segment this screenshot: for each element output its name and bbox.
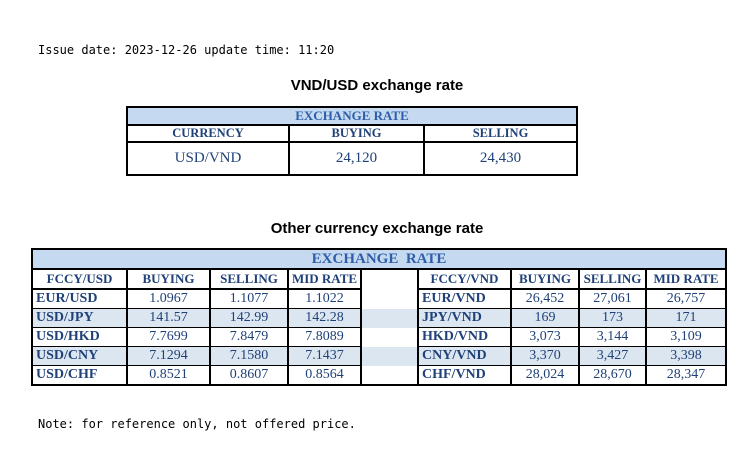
table-row: USD/HKD 7.7699 7.8479 7.8089 HKD/VND 3,0…: [31, 327, 728, 347]
table-header-row: EXCHANGE RATE: [30, 248, 728, 270]
vnd-usd-section-title: VND/USD exchange rate: [290, 77, 464, 94]
vnd-mid-rate-cell: 3,109: [644, 327, 728, 347]
usd-pair-cell: EUR/USD: [31, 288, 128, 309]
gap-cell: [360, 346, 419, 366]
usd-mid-rate-cell: 7.8089: [287, 327, 362, 347]
gap-cell: [360, 269, 419, 289]
vnd-buying-cell: 3,370: [510, 346, 580, 366]
other-currency-exchange-rate-table: EXCHANGE RATE FCCY/USD BUYING SELLING MI…: [30, 248, 728, 386]
usd-mid-rate-cell: 142.28: [287, 308, 362, 328]
table-row: USD/JPY 141.57 142.99 142.28 JPY/VND 169…: [31, 308, 728, 328]
gap-cell: [360, 365, 419, 386]
vnd-selling-cell: 3,427: [578, 346, 647, 366]
usd-buying-cell: 141.57: [126, 308, 211, 328]
note-text: Note: for reference only, not offered pr…: [38, 417, 356, 431]
table-row: USD/CNY 7.1294 7.1580 7.1437 CNY/VND 3,3…: [31, 346, 728, 366]
usd-buying-cell: 1.0967: [126, 288, 211, 309]
column-header-fccy-usd: FCCY/USD: [31, 268, 128, 290]
gap-cell: [360, 327, 419, 347]
vnd-mid-rate-cell: 3,398: [644, 346, 728, 366]
vnd-mid-rate-cell: 171: [644, 308, 728, 328]
vnd-usd-exchange-rate-table: EXCHANGE RATE CURRENCY BUYING SELLING US…: [125, 106, 579, 176]
table-row: EUR/USD 1.0967 1.1077 1.1022 EUR/VND 26,…: [31, 288, 728, 309]
table-row: USD/CHF 0.8521 0.8607 0.8564 CHF/VND 28,…: [31, 365, 728, 386]
usd-selling-cell: 7.8479: [209, 327, 289, 347]
selling-rate-cell: 24,430: [422, 141, 579, 176]
other-currency-section-title: Other currency exchange rate: [270, 220, 484, 237]
vnd-pair-cell: JPY/VND: [417, 308, 512, 328]
column-header-row: CURRENCY BUYING SELLING: [126, 124, 579, 143]
usd-pair-cell: USD/JPY: [31, 308, 128, 328]
table-row: USD/VND 24,120 24,430: [126, 141, 579, 176]
usd-selling-cell: 1.1077: [209, 288, 289, 309]
usd-mid-rate-cell: 7.1437: [287, 346, 362, 366]
usd-pair-cell: USD/CHF: [31, 365, 128, 386]
table-title: EXCHANGE RATE: [30, 248, 728, 270]
currency-pair-cell: USD/VND: [126, 141, 290, 176]
vnd-mid-rate-cell: 26,757: [644, 288, 728, 309]
vnd-buying-cell: 26,452: [510, 288, 580, 309]
usd-selling-cell: 0.8607: [209, 365, 289, 386]
vnd-pair-cell: HKD/VND: [417, 327, 512, 347]
vnd-selling-cell: 28,670: [578, 365, 647, 386]
vnd-selling-cell: 27,061: [578, 288, 647, 309]
gap-cell: [360, 289, 419, 309]
vnd-buying-cell: 3,073: [510, 327, 580, 347]
column-header-selling: SELLING: [209, 268, 289, 290]
vnd-selling-cell: 3,144: [578, 327, 647, 347]
gap-cell: [360, 308, 419, 328]
usd-mid-rate-cell: 1.1022: [287, 288, 362, 309]
column-header-row: FCCY/USD BUYING SELLING MID RATE FCCY/VN…: [31, 268, 728, 290]
table-header-row: EXCHANGE RATE: [125, 106, 579, 126]
column-header-buying: BUYING: [126, 268, 211, 290]
usd-buying-cell: 7.1294: [126, 346, 211, 366]
buying-rate-cell: 24,120: [288, 141, 425, 176]
column-header-fccy-vnd: FCCY/VND: [417, 268, 512, 290]
usd-buying-cell: 0.8521: [126, 365, 211, 386]
vnd-pair-cell: EUR/VND: [417, 288, 512, 309]
column-header-selling: SELLING: [422, 124, 579, 143]
vnd-pair-cell: CHF/VND: [417, 365, 512, 386]
column-header-currency: CURRENCY: [126, 124, 290, 143]
usd-pair-cell: USD/CNY: [31, 346, 128, 366]
column-header-mid-rate: MID RATE: [287, 268, 362, 290]
column-header-buying: BUYING: [510, 268, 580, 290]
usd-selling-cell: 142.99: [209, 308, 289, 328]
vnd-buying-cell: 169: [510, 308, 580, 328]
vnd-mid-rate-cell: 28,347: [644, 365, 728, 386]
vnd-selling-cell: 173: [578, 308, 647, 328]
usd-selling-cell: 7.1580: [209, 346, 289, 366]
issue-date-text: Issue date: 2023-12-26 update time: 11:2…: [38, 43, 335, 57]
usd-mid-rate-cell: 0.8564: [287, 365, 362, 386]
vnd-buying-cell: 28,024: [510, 365, 580, 386]
usd-buying-cell: 7.7699: [126, 327, 211, 347]
vnd-pair-cell: CNY/VND: [417, 346, 512, 366]
table-title: EXCHANGE RATE: [125, 106, 579, 126]
column-header-buying: BUYING: [288, 124, 425, 143]
usd-pair-cell: USD/HKD: [31, 327, 128, 347]
column-header-selling: SELLING: [578, 268, 647, 290]
column-header-mid-rate: MID RATE: [644, 268, 728, 290]
